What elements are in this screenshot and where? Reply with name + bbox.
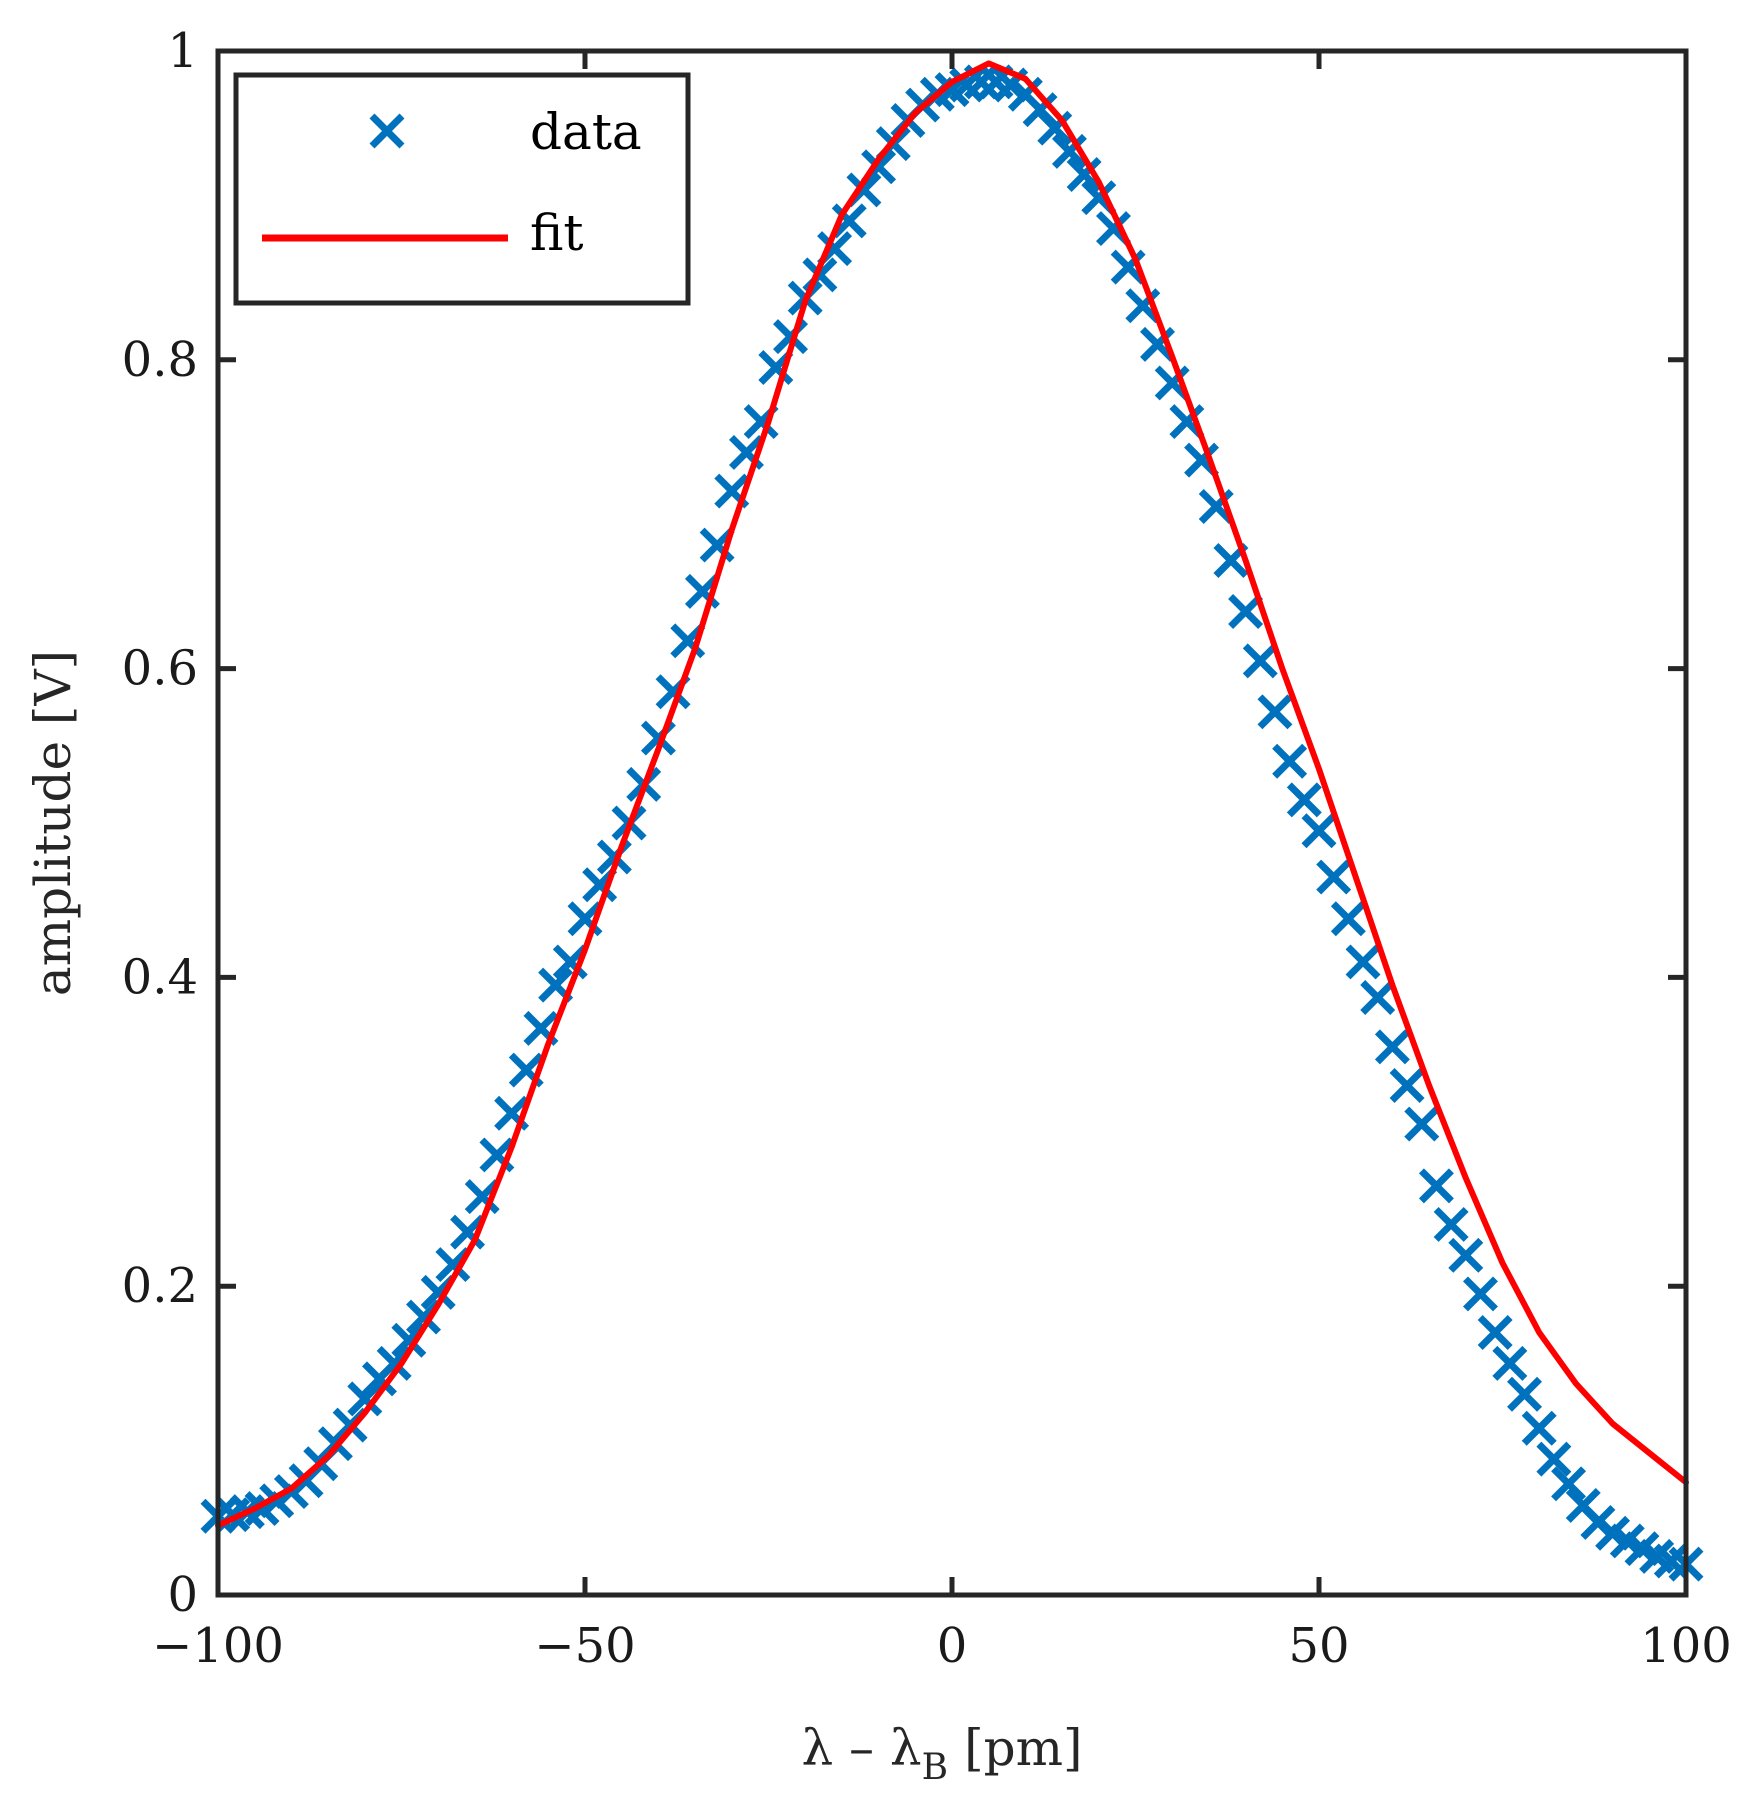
legend-box xyxy=(233,72,691,306)
data-point xyxy=(1330,901,1366,937)
data-point xyxy=(1360,979,1396,1015)
data-point xyxy=(1536,1441,1572,1477)
x-tick-label: 50 xyxy=(1288,1618,1349,1674)
y-tick-label: 1 xyxy=(167,23,198,79)
fit-line xyxy=(215,60,1689,1529)
y-tick-label: 0.4 xyxy=(122,949,198,1005)
data-point xyxy=(1521,1410,1557,1446)
data-point xyxy=(1374,1029,1410,1065)
y-tick-label: 0 xyxy=(167,1567,198,1623)
x-tick-label: 100 xyxy=(1640,1618,1732,1674)
data-point xyxy=(1492,1345,1528,1381)
data-point xyxy=(1477,1315,1513,1350)
data-point xyxy=(376,1345,412,1381)
data-point xyxy=(1228,593,1264,629)
data-point xyxy=(1316,859,1352,895)
data-point xyxy=(1463,1276,1498,1312)
data-point xyxy=(1066,157,1102,192)
x-axis-label: λ – λB [pm] xyxy=(801,1719,1082,1788)
y-tick-label: 0.2 xyxy=(122,1258,198,1314)
data-point xyxy=(1507,1376,1542,1412)
data-point xyxy=(1404,1106,1440,1142)
data-point xyxy=(1037,110,1073,146)
data-point xyxy=(831,203,867,239)
data-point xyxy=(1257,694,1293,730)
data-point xyxy=(1272,743,1308,779)
data-point xyxy=(1418,1168,1454,1204)
data-point xyxy=(1389,1068,1425,1103)
data-point xyxy=(1198,489,1234,524)
legend-data-marker xyxy=(369,113,405,149)
data-point xyxy=(1301,813,1337,849)
data-point xyxy=(464,1179,500,1215)
x-axis-label-subscript: B xyxy=(922,1747,948,1788)
data-point xyxy=(1433,1206,1469,1242)
x-axis-label-main: λ – λ xyxy=(801,1719,921,1777)
data-point xyxy=(552,944,588,980)
x-tick-label: −100 xyxy=(152,1618,284,1674)
data-point xyxy=(435,1247,471,1283)
x-axis-label-unit: [pm] xyxy=(964,1719,1082,1777)
axes-box xyxy=(215,48,1689,1598)
legend-fit-label: fit xyxy=(530,204,583,262)
legend-data-label: data xyxy=(530,103,642,161)
data-point xyxy=(450,1214,486,1250)
data-point xyxy=(1448,1237,1484,1273)
data-point xyxy=(1051,133,1087,169)
y-tick-label: 0.6 xyxy=(122,641,198,697)
data-point xyxy=(1154,365,1190,401)
x-tick-label: −50 xyxy=(534,1618,635,1674)
y-tick-label: 0.8 xyxy=(122,332,198,388)
legend: data fit xyxy=(233,72,691,306)
data-point xyxy=(1110,249,1146,285)
tick-labels: −100 −50 0 50 100 0 0.2 0.4 0.6 0.8 1 xyxy=(122,23,1732,1674)
data-point xyxy=(1286,782,1322,818)
data-point xyxy=(347,1381,383,1417)
data-point xyxy=(1551,1466,1587,1502)
data-point xyxy=(1140,326,1175,362)
x-tick-label: 0 xyxy=(937,1618,968,1674)
y-axis-label: amplitude [V] xyxy=(24,650,82,996)
data-point xyxy=(1345,944,1381,980)
data-point xyxy=(1125,288,1161,324)
plot-area xyxy=(200,60,1704,1582)
data-point xyxy=(1242,643,1278,679)
